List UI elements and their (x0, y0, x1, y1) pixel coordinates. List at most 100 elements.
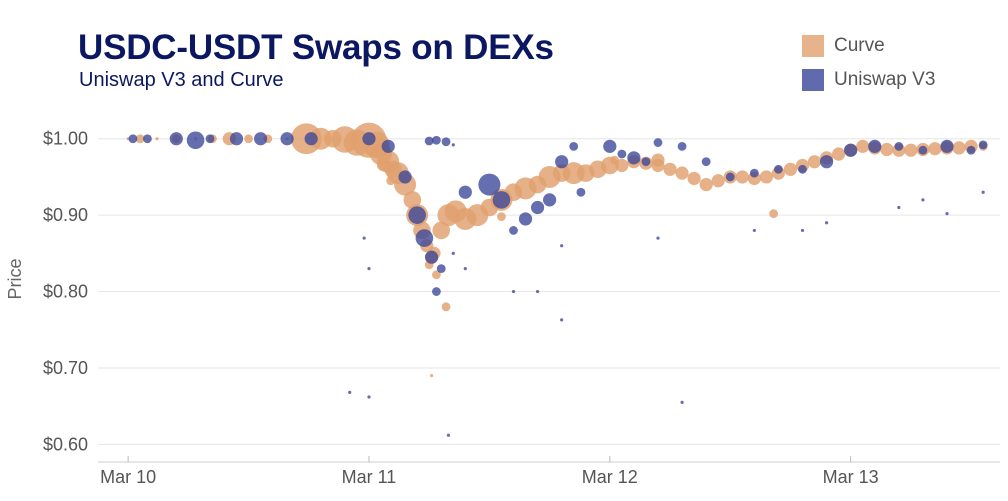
data-point (408, 206, 426, 224)
data-point (663, 162, 677, 176)
data-point (918, 145, 928, 155)
x-tick-label: Mar 11 (342, 467, 397, 487)
y-tick-label: $0.90 (43, 205, 88, 225)
data-point (699, 177, 713, 192)
data-point (135, 134, 145, 144)
data-point (759, 170, 773, 184)
data-point (432, 270, 441, 280)
data-point (432, 135, 441, 145)
x-tick-label: Mar 13 (823, 467, 879, 487)
data-point (627, 151, 641, 165)
data-point (381, 139, 395, 153)
data-point (555, 155, 569, 169)
data-point (367, 267, 371, 271)
data-point (897, 205, 901, 210)
data-point (651, 153, 665, 167)
data-point (677, 141, 687, 151)
data-point (451, 251, 455, 255)
legend-item-uniswap-v3[interactable]: Uniswap V3 (802, 63, 935, 97)
data-point (560, 244, 564, 248)
data-point (436, 264, 446, 274)
data-point (398, 170, 412, 184)
data-point (680, 400, 684, 404)
legend-swatch-uniswap-v3 (802, 69, 824, 91)
y-tick-label: $1.00 (43, 129, 88, 149)
legend-item-curve[interactable]: Curve (802, 29, 935, 63)
data-point (749, 168, 759, 178)
data-point (769, 209, 779, 219)
data-point (774, 164, 783, 174)
data-point (441, 137, 451, 147)
data-point (800, 228, 805, 233)
data-point (424, 250, 439, 264)
data-point (458, 185, 472, 199)
data-point (752, 228, 756, 233)
data-point (155, 137, 159, 141)
data-point (348, 390, 352, 395)
data-point (735, 170, 749, 184)
data-point (205, 134, 215, 144)
data-point (530, 200, 545, 215)
data-point (981, 190, 985, 194)
series-points (126, 122, 988, 437)
data-point (675, 166, 689, 180)
y-tick-label: $0.60 (43, 434, 88, 454)
x-tick-label: Mar 12 (582, 467, 638, 487)
data-point (928, 142, 942, 156)
grid-lines (98, 138, 1000, 445)
legend: Curve Uniswap V3 (802, 29, 935, 97)
data-point (576, 187, 586, 197)
data-point (725, 172, 735, 182)
data-point (509, 226, 518, 235)
legend-label-curve: Curve (834, 35, 885, 56)
data-point (432, 287, 441, 296)
data-point (940, 139, 954, 153)
data-point (415, 229, 434, 247)
data-point (441, 302, 451, 312)
data-point (386, 176, 396, 186)
chart-subtitle: Uniswap V3 and Curve (79, 69, 284, 91)
data-point (952, 141, 966, 155)
data-point (169, 132, 183, 146)
data-point (656, 236, 660, 240)
data-point (798, 164, 807, 174)
data-point (497, 212, 506, 222)
data-point (653, 138, 663, 147)
data-point (451, 143, 455, 147)
data-point (603, 139, 617, 153)
y-tick-label: $0.80 (43, 282, 88, 302)
data-point (186, 131, 205, 150)
data-point (610, 155, 620, 165)
data-point (304, 132, 318, 146)
data-point (569, 141, 579, 151)
data-point (244, 134, 253, 144)
data-point (687, 171, 701, 186)
data-point (518, 212, 533, 226)
data-point (819, 155, 834, 169)
data-point (868, 139, 882, 153)
data-point (128, 134, 138, 144)
data-point (229, 132, 244, 146)
data-point (966, 145, 976, 155)
chart-title: USDC-USDT Swaps on DEXs (78, 28, 554, 67)
data-point (921, 198, 925, 202)
y-tick-label: $0.70 (43, 358, 88, 378)
data-point (362, 132, 376, 146)
data-point (880, 142, 894, 157)
data-point (701, 157, 711, 167)
data-point (904, 143, 918, 157)
data-point (807, 155, 822, 169)
axes: $1.00 $0.90 $0.80 $0.70 $0.60 Mar 10 Mar 11 Mar… (43, 129, 1000, 487)
data-point (615, 158, 629, 173)
data-point (617, 149, 627, 159)
data-point (253, 132, 268, 146)
data-point (492, 191, 511, 209)
data-point (844, 143, 858, 157)
data-point (945, 212, 949, 216)
data-point (142, 134, 152, 144)
data-point (362, 236, 366, 240)
data-point (367, 395, 371, 399)
data-point (978, 140, 988, 150)
data-point (446, 433, 451, 437)
